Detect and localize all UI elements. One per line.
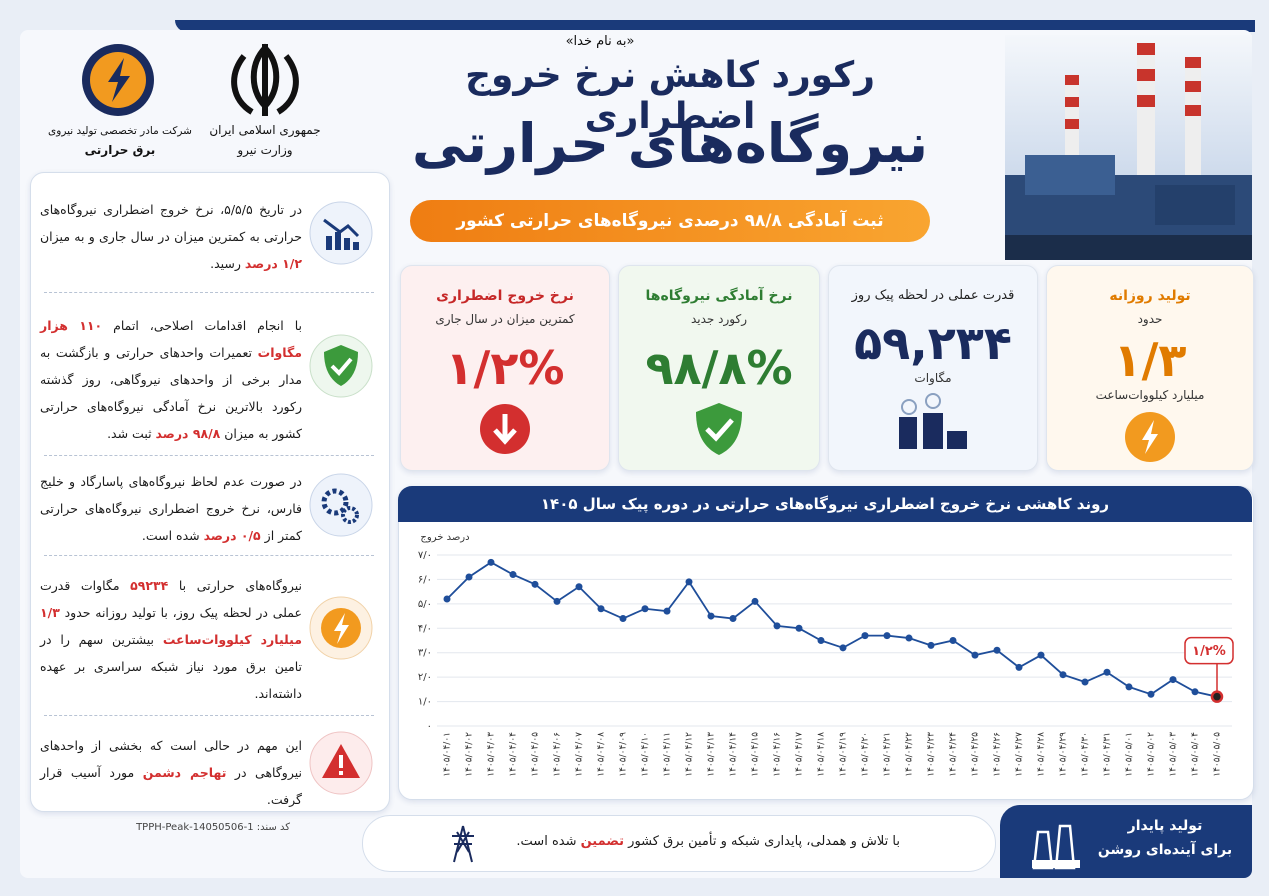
card-title: نرخ آمادگی نیروگاه‌ها <box>645 288 793 304</box>
card-unit: میلیارد کیلووات‌ساعت <box>1095 388 1205 402</box>
text: ثبت شد. <box>107 426 156 441</box>
chart-title: روند کاهشی نرخ خروج اضطراری نیروگاه‌های … <box>398 486 1252 522</box>
separator <box>44 455 374 456</box>
card-value: ۱/۲% <box>445 341 565 395</box>
fact: در صورت عدم لحاظ نیروگاه‌های پاسارگاد و … <box>40 468 302 549</box>
card-icon <box>480 404 530 454</box>
highlight-text: تهاجم دشمن <box>142 765 227 780</box>
card-title: نرخ خروج اضطراری <box>436 288 574 304</box>
text: مگاوات قدرت عملی در لحظه پیک روز، با تول… <box>40 578 302 620</box>
basmala: «به نام خدا» <box>565 34 635 49</box>
company-line: شرکت مادر تخصصی تولید نیروی <box>48 125 192 137</box>
text: شده است. <box>141 528 204 543</box>
top-bar <box>175 20 1255 32</box>
text: این مهم در حالی است که بخشی از واحدهای ن… <box>40 738 302 780</box>
separator <box>44 555 374 556</box>
icon-chart-down <box>309 201 373 265</box>
slogan: با تلاش و همدلی، پایداری شبکه و تأمین بر… <box>420 834 900 849</box>
card-title: تولید روزانه <box>1109 288 1191 304</box>
card-subtitle: حدود <box>1137 312 1163 326</box>
company-line: برق حرارتی <box>84 143 156 157</box>
title-line1: رکورد کاهش نرخ خروج اضطراری <box>465 55 875 137</box>
card-value: ۵۹,۲۳۴ <box>854 316 1012 370</box>
card-value: ۱/۳ <box>1113 333 1187 387</box>
card-subtitle: کمترین میزان در سال جاری <box>435 312 575 326</box>
text: در تاریخ ۵/۵/۵، نرخ خروج اضطراری نیروگاه… <box>40 202 303 244</box>
doc-code: کد سند: TPPH-Peak-14050506-1 <box>70 822 290 833</box>
card-icon <box>899 393 967 449</box>
card: نرخ آمادگی نیروگاه‌ها رکورد جدید ۹۸/۸% <box>618 265 820 471</box>
icon-lightning <box>309 596 373 660</box>
ministry-line: وزارت نیرو <box>237 143 293 157</box>
banner: ثبت آمادگی ۹۸/۸ درصدی نیروگاه‌های حرارتی… <box>410 200 930 242</box>
title-line2: نیروگاه‌های حرارتی <box>411 112 929 175</box>
card: تولید روزانه حدود ۱/۳ میلیارد کیلووات‌سا… <box>1046 265 1254 471</box>
plant-icon <box>1032 824 1080 870</box>
fact: نیروگاه‌های حرارتی با ۵۹۲۳۴ مگاوات قدرت … <box>40 572 302 707</box>
doc-code-value: TPPH-Peak-14050506-1 <box>136 822 254 833</box>
fact: با انجام اقدامات اصلاحی، اتمام ۱۱۰ هزار … <box>40 312 302 447</box>
card-unit: مگاوات <box>914 371 952 385</box>
highlight-text: ۱/۲ درصد <box>244 256 302 271</box>
card-icon <box>696 403 742 455</box>
tagline: تولید پایدار برای آینده‌ای روشن <box>1090 818 1240 858</box>
highlight-text: تضمین <box>580 834 625 849</box>
company-name: شرکت مادر تخصصی تولید نیروی برق حرارتی <box>30 125 210 157</box>
highlight-text: ۱/۳ میلیارد کیلووات‌ساعت <box>40 605 302 647</box>
text: در صورت عدم لحاظ نیروگاه‌های پاسارگاد و … <box>40 474 302 543</box>
separator <box>44 292 374 293</box>
emblem <box>231 43 299 116</box>
card-title: قدرت عملی در لحظه پیک روز <box>851 288 1015 303</box>
card-value: ۹۸/۸% <box>645 341 793 395</box>
highlight-text: ۰/۵ درصد <box>203 528 261 543</box>
text: با تلاش و همدلی، پایداری شبکه و تأمین بر… <box>624 834 900 849</box>
text: با انجام اقدامات اصلاحی، اتمام <box>102 318 302 333</box>
card: قدرت عملی در لحظه پیک روز ۵۹,۲۳۴ مگاوات <box>828 265 1038 471</box>
icon-gears <box>309 473 373 537</box>
text: مورد آسیب قرار گرفت. <box>40 765 302 807</box>
chart-panel <box>398 486 1254 800</box>
icon-shield <box>309 334 373 398</box>
card-subtitle: رکورد جدید <box>690 312 747 326</box>
tagline-line: تولید پایدار <box>1127 818 1203 834</box>
doc-code-label: کد سند: <box>256 822 290 833</box>
text: تعمیرات واحدهای حرارتی و بازگشت به مدار … <box>40 345 302 441</box>
icon-warning <box>309 731 373 795</box>
card-icon <box>1125 412 1175 462</box>
text: بیشترین سهم را در تامین برق مورد نیاز شب… <box>40 632 302 701</box>
highlight-text: ۵۹۲۳۴ <box>130 578 169 593</box>
text: رسید. <box>210 256 245 271</box>
text: شده است. <box>516 834 581 849</box>
text: نیروگاه‌های حرارتی با <box>168 578 302 593</box>
fact: این مهم در حالی است که بخشی از واحدهای ن… <box>40 732 302 813</box>
highlight-text: ۹۸/۸ درصد <box>155 426 221 441</box>
ministry-line: جمهوری اسلامی ایران <box>209 123 321 137</box>
fact: در تاریخ ۵/۵/۵، نرخ خروج اضطراری نیروگاه… <box>40 196 302 277</box>
ministry-name: جمهوری اسلامی ایران وزارت نیرو <box>190 123 340 157</box>
card: نرخ خروج اضطراری کمترین میزان در سال جار… <box>400 265 610 471</box>
company-logo <box>82 44 154 116</box>
plant-photo <box>1005 35 1252 260</box>
tagline-line: برای آینده‌ای روشن <box>1097 842 1233 858</box>
pylon-icon <box>452 825 474 863</box>
highlight-text: ۱۱۰ هزار مگاوات <box>40 318 302 360</box>
separator <box>44 715 374 716</box>
